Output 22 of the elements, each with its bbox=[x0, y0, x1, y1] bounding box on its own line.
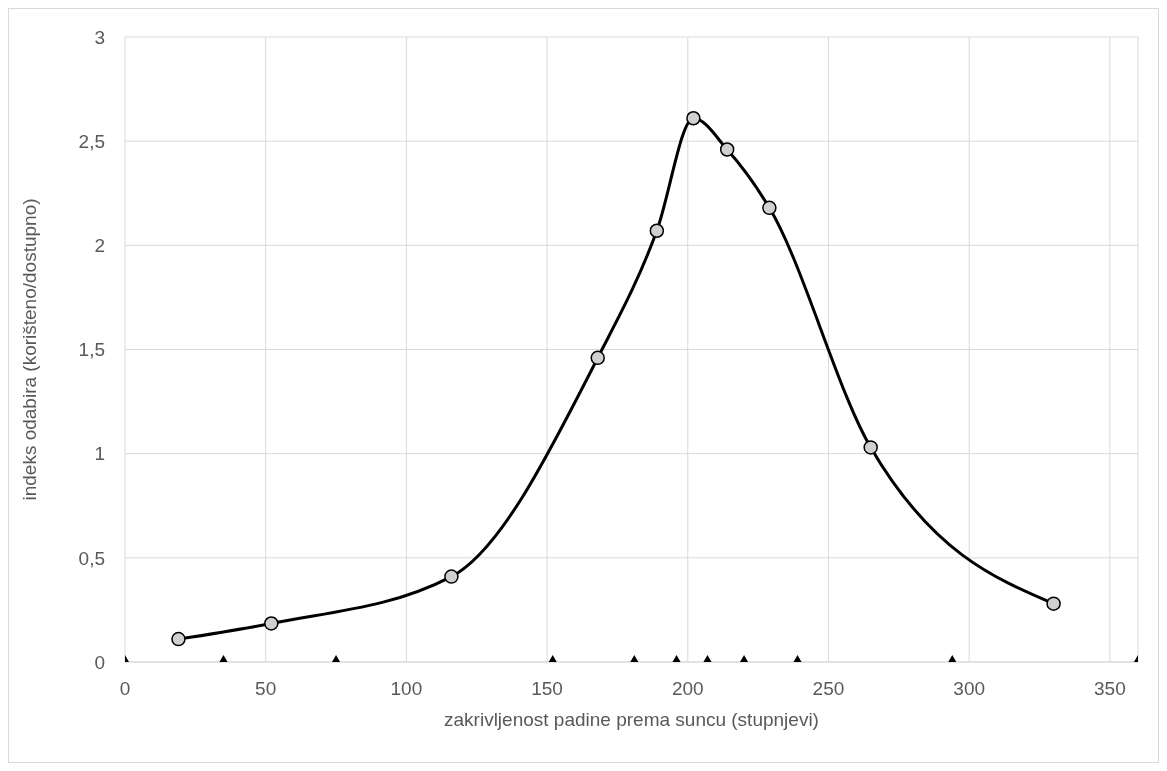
x-tick-label: 250 bbox=[812, 678, 845, 700]
x-tick-label: 150 bbox=[531, 678, 563, 700]
point bbox=[686, 111, 701, 126]
y-axis-title: indeks odabira (korišteno/dostupno) bbox=[18, 198, 40, 501]
x-tick-label: 300 bbox=[953, 678, 986, 700]
y-tick-label: 3 bbox=[94, 26, 105, 48]
y-tick-label: 1 bbox=[94, 443, 105, 465]
y-tick-label: 2,5 bbox=[78, 130, 105, 152]
x-tick-label: 0 bbox=[119, 678, 131, 700]
x-tick-label: 350 bbox=[1094, 678, 1126, 700]
point bbox=[590, 350, 605, 366]
point bbox=[719, 142, 735, 157]
y-tick-label: 0 bbox=[94, 651, 105, 673]
point bbox=[649, 223, 665, 238]
y-tick-label: 2 bbox=[94, 235, 105, 257]
point bbox=[762, 200, 777, 216]
y-tick-label: 0,5 bbox=[78, 547, 105, 569]
y-tick-label: 1,5 bbox=[78, 339, 105, 361]
x-axis-title: zakrivljenost padine prema suncu (stupnjevi) bbox=[444, 709, 819, 730]
x-tick-label: 100 bbox=[390, 678, 423, 700]
x-tick-label: 200 bbox=[671, 678, 704, 700]
x-tick-label: 50 bbox=[255, 678, 277, 700]
